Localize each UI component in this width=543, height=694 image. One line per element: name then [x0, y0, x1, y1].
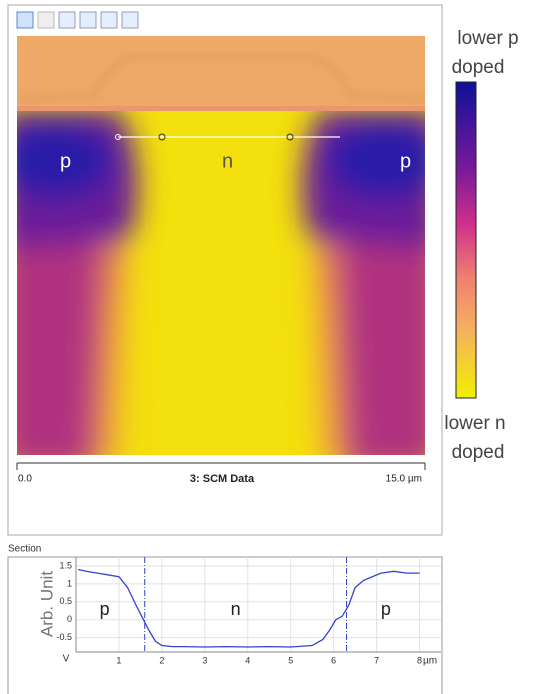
y-tick-label: 0 [67, 614, 72, 624]
tool-button[interactable] [122, 12, 138, 28]
scm-image [0, 36, 445, 470]
colorbar-label: lower n [444, 413, 505, 434]
x-tick-label: 8 [417, 655, 422, 665]
y-axis-label: Arb. Unit [37, 571, 56, 637]
x-axis-label: µm [423, 656, 437, 667]
colorbar [456, 82, 476, 398]
region-label: p [100, 599, 110, 619]
x-tick-label: 2 [159, 655, 164, 665]
tool-button[interactable] [38, 12, 54, 28]
colorbar-label: lower p [457, 28, 518, 49]
colorbar-label: doped [452, 57, 505, 78]
scale-end: 15.0 µm [386, 474, 422, 485]
y-corner-label: V [63, 654, 70, 665]
region-label: n [231, 599, 241, 619]
section-title: Section [8, 544, 41, 555]
x-tick-label: 6 [331, 655, 336, 665]
colorbar-label: doped [452, 442, 505, 463]
x-tick-label: 3 [202, 655, 207, 665]
scale-start: 0.0 [18, 474, 32, 485]
screen: p n p 0.0 3: SCM Data 15.0 µm lower p do… [0, 0, 543, 694]
region-label: p [400, 150, 411, 172]
y-tick-label: 1.5 [59, 560, 72, 570]
x-tick-label: 7 [374, 655, 379, 665]
x-tick-label: 4 [245, 655, 250, 665]
x-tick-label: 5 [288, 655, 293, 665]
tool-button[interactable] [80, 12, 96, 28]
tool-button[interactable] [17, 12, 33, 28]
y-tick-label: 0.5 [59, 596, 72, 606]
y-tick-label: 1 [67, 578, 72, 588]
x-tick-label: 1 [116, 655, 121, 665]
region-label: p [60, 150, 71, 172]
region-label: p [381, 599, 391, 619]
region-label: n [222, 150, 233, 172]
tool-button[interactable] [59, 12, 75, 28]
tool-button[interactable] [101, 12, 117, 28]
image-caption: 3: SCM Data [190, 473, 255, 485]
y-tick-label: -0.5 [56, 632, 72, 642]
page: p n p 0.0 3: SCM Data 15.0 µm lower p do… [0, 0, 543, 694]
